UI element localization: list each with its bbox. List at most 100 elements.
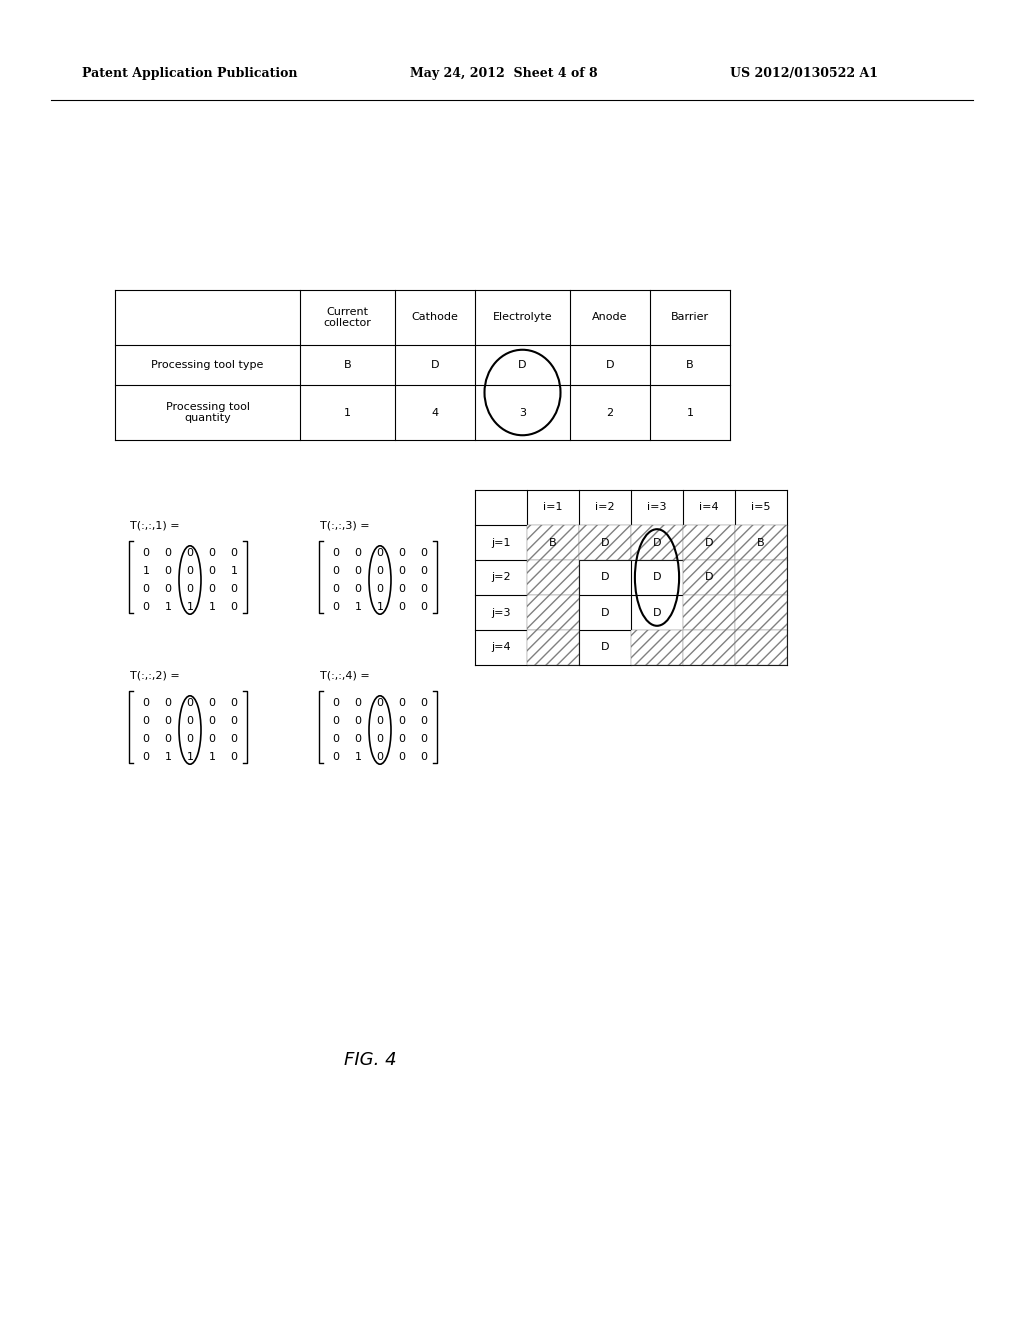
Text: 1: 1 <box>354 602 361 612</box>
Text: 1: 1 <box>165 752 171 762</box>
Text: 0: 0 <box>209 583 215 594</box>
Text: 0: 0 <box>333 602 340 612</box>
Text: i=4: i=4 <box>699 503 719 512</box>
Text: 0: 0 <box>165 715 171 726</box>
Bar <box>631 630 683 665</box>
Text: 0: 0 <box>333 583 340 594</box>
Text: B: B <box>549 537 557 548</box>
Bar <box>735 630 787 665</box>
Text: 0: 0 <box>333 566 340 576</box>
Text: D: D <box>705 537 714 548</box>
Text: 1: 1 <box>354 752 361 762</box>
Text: 0: 0 <box>333 715 340 726</box>
Text: 0: 0 <box>142 715 150 726</box>
Text: 0: 0 <box>230 583 238 594</box>
Text: Processing tool
quantity: Processing tool quantity <box>166 401 250 424</box>
Text: 1: 1 <box>186 602 194 612</box>
Text: D: D <box>431 360 439 370</box>
Text: 0: 0 <box>354 734 361 744</box>
Text: Electrolyte: Electrolyte <box>493 313 552 322</box>
Text: 0: 0 <box>398 715 406 726</box>
Bar <box>683 560 735 595</box>
Text: May 24, 2012  Sheet 4 of 8: May 24, 2012 Sheet 4 of 8 <box>410 67 598 81</box>
Text: 0: 0 <box>377 583 384 594</box>
Text: 0: 0 <box>165 583 171 594</box>
Bar <box>527 525 579 560</box>
Text: j=1: j=1 <box>492 537 511 548</box>
Text: 0: 0 <box>230 548 238 558</box>
Text: 0: 0 <box>333 698 340 708</box>
Text: 0: 0 <box>209 698 215 708</box>
Text: 2: 2 <box>606 408 613 417</box>
Text: 0: 0 <box>398 752 406 762</box>
Text: 0: 0 <box>421 715 427 726</box>
Text: Cathode: Cathode <box>412 313 459 322</box>
Bar <box>735 525 787 560</box>
Bar <box>527 560 579 595</box>
Text: 0: 0 <box>333 752 340 762</box>
Text: 0: 0 <box>186 583 194 594</box>
Text: D: D <box>652 607 662 618</box>
Bar <box>579 525 631 560</box>
Bar <box>683 630 735 665</box>
Text: 0: 0 <box>186 715 194 726</box>
Text: 1: 1 <box>344 408 351 417</box>
Text: 0: 0 <box>354 715 361 726</box>
Text: 1: 1 <box>377 602 384 612</box>
Text: 1: 1 <box>186 752 194 762</box>
Text: 1: 1 <box>209 752 215 762</box>
Text: 1: 1 <box>142 566 150 576</box>
Bar <box>631 525 683 560</box>
Text: i=5: i=5 <box>752 503 771 512</box>
Text: D: D <box>518 360 526 370</box>
Text: B: B <box>686 360 694 370</box>
Text: T(:,:,4) =: T(:,:,4) = <box>319 671 370 680</box>
Text: Current
collector: Current collector <box>324 306 372 329</box>
Text: D: D <box>705 573 714 582</box>
Text: 0: 0 <box>165 548 171 558</box>
Text: B: B <box>757 537 765 548</box>
Text: 0: 0 <box>377 698 384 708</box>
Text: D: D <box>601 573 609 582</box>
Text: Barrier: Barrier <box>671 313 709 322</box>
Text: D: D <box>606 360 614 370</box>
Text: 0: 0 <box>421 583 427 594</box>
Text: 0: 0 <box>186 566 194 576</box>
Text: Anode: Anode <box>592 313 628 322</box>
Text: 0: 0 <box>142 583 150 594</box>
Text: 0: 0 <box>230 602 238 612</box>
Text: 1: 1 <box>209 602 215 612</box>
Text: 0: 0 <box>377 715 384 726</box>
Text: 0: 0 <box>186 734 194 744</box>
Text: Processing tool type: Processing tool type <box>152 360 264 370</box>
Bar <box>527 630 579 665</box>
Text: 0: 0 <box>333 548 340 558</box>
Text: T(:,:,2) =: T(:,:,2) = <box>130 671 180 680</box>
Text: D: D <box>601 537 609 548</box>
Text: 0: 0 <box>421 602 427 612</box>
Text: T(:,:,3) =: T(:,:,3) = <box>319 520 370 531</box>
Text: 0: 0 <box>209 734 215 744</box>
Text: 0: 0 <box>142 602 150 612</box>
Bar <box>683 525 735 560</box>
Text: 0: 0 <box>398 698 406 708</box>
Text: j=2: j=2 <box>492 573 511 582</box>
Bar <box>527 595 579 630</box>
Text: 1: 1 <box>686 408 693 417</box>
Text: 0: 0 <box>398 548 406 558</box>
Text: 0: 0 <box>354 583 361 594</box>
Text: 0: 0 <box>230 698 238 708</box>
Text: 0: 0 <box>165 566 171 576</box>
Text: 0: 0 <box>377 548 384 558</box>
Text: D: D <box>652 537 662 548</box>
Text: 0: 0 <box>142 548 150 558</box>
Text: j=3: j=3 <box>492 607 511 618</box>
Bar <box>735 560 787 595</box>
Text: 0: 0 <box>398 734 406 744</box>
Text: 1: 1 <box>165 602 171 612</box>
Text: 0: 0 <box>230 752 238 762</box>
Text: 0: 0 <box>354 698 361 708</box>
Text: D: D <box>652 573 662 582</box>
Bar <box>735 595 787 630</box>
Text: 0: 0 <box>209 715 215 726</box>
